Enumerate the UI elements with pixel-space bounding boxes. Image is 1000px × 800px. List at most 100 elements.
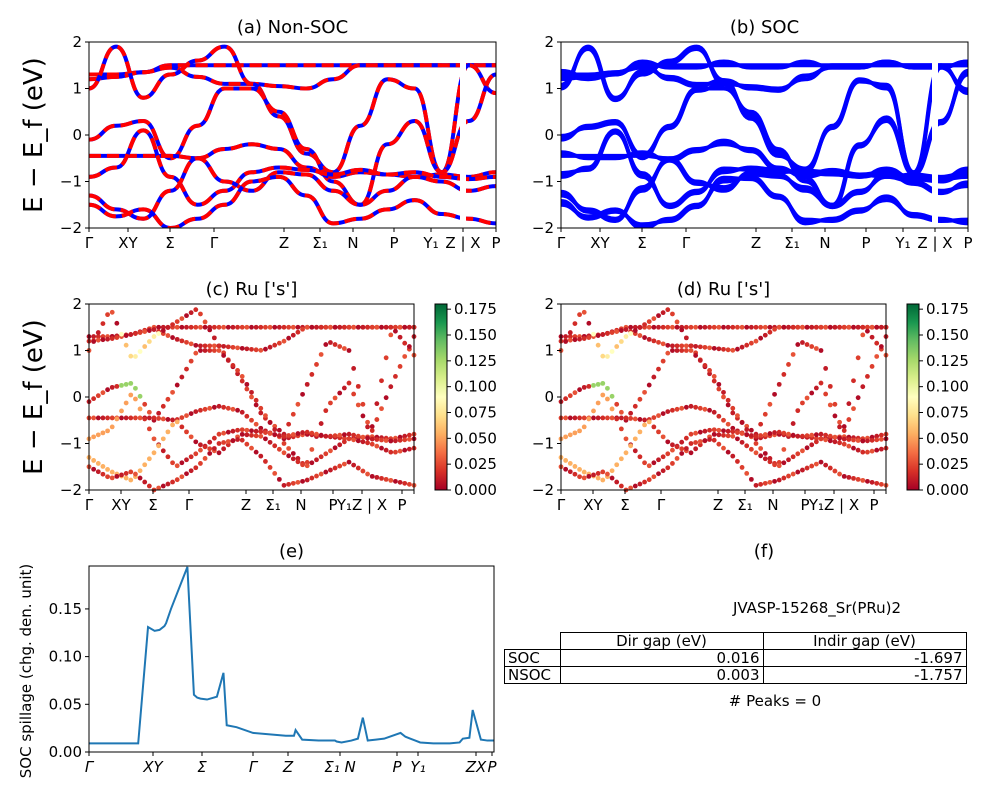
projection-dot xyxy=(263,413,268,418)
projection-dot xyxy=(346,459,352,465)
projection-dot xyxy=(328,448,333,454)
projection-dot xyxy=(762,332,768,338)
projection-dot xyxy=(346,380,352,386)
projection-dot xyxy=(323,342,329,347)
projection-dot xyxy=(618,339,624,344)
panel-b-ytick-label: 0 xyxy=(544,126,554,144)
panel-c-ylabel: E − E_f (eV) xyxy=(19,319,49,475)
projection-dot xyxy=(105,467,110,472)
projection-dot xyxy=(744,432,750,437)
projection-dot xyxy=(100,430,106,436)
projection-dot xyxy=(258,425,264,431)
projection-dot xyxy=(688,348,694,353)
projection-dot xyxy=(693,430,699,436)
projection-dot xyxy=(142,401,148,407)
projection-dot xyxy=(281,338,287,344)
projection-dot xyxy=(730,410,736,416)
panel-e-frame xyxy=(88,565,495,753)
projection-dot xyxy=(198,407,203,413)
projection-dot xyxy=(739,420,745,425)
band-line-nonsoc xyxy=(89,128,496,207)
projection-dot xyxy=(244,413,250,419)
projection-dot xyxy=(818,348,824,353)
projection-dot xyxy=(860,324,866,330)
projection-dot xyxy=(341,346,347,351)
projection-dot xyxy=(221,430,227,436)
projection-dot xyxy=(406,432,412,438)
projection-dot xyxy=(716,427,722,433)
projection-dot xyxy=(563,434,569,440)
projection-dot xyxy=(337,432,343,438)
projection-dot xyxy=(258,347,264,353)
band-line-nonsoc xyxy=(89,174,496,228)
projection-dot xyxy=(244,324,250,330)
projection-dot xyxy=(244,432,250,438)
projection-dot xyxy=(225,439,231,444)
projection-dot xyxy=(211,404,217,410)
projection-dot xyxy=(725,347,731,353)
projection-dot xyxy=(595,342,601,348)
projection-dot xyxy=(393,478,398,484)
projection-dot xyxy=(406,446,412,452)
projection-dot xyxy=(174,382,180,388)
colorbar-tick-label: 0.050 xyxy=(926,429,969,447)
projection-dot xyxy=(628,324,634,330)
spillage-line xyxy=(89,566,494,745)
projection-dot xyxy=(878,344,884,349)
projection-dot xyxy=(609,406,615,412)
projection-dot xyxy=(762,411,768,417)
projection-dot xyxy=(800,324,805,330)
projection-dot xyxy=(753,324,759,330)
projection-dot xyxy=(567,432,573,438)
projection-dot xyxy=(679,343,685,349)
projection-dot xyxy=(295,459,301,465)
colorbar-d xyxy=(906,303,920,491)
projection-dot xyxy=(304,381,310,387)
panel-a-ytick-label: 0 xyxy=(72,126,82,144)
projection-dot xyxy=(748,446,754,452)
projection-dot xyxy=(369,436,375,442)
projection-dot xyxy=(123,381,129,387)
panel-e-xtick-label: Γ xyxy=(249,758,259,776)
projection-dot xyxy=(198,447,203,453)
projection-dot xyxy=(114,335,120,340)
projection-dot xyxy=(637,325,643,330)
projection-dot xyxy=(753,450,759,456)
projection-dot xyxy=(711,378,717,384)
projection-dot xyxy=(855,447,861,453)
projection-dot xyxy=(369,428,375,433)
projection-dot xyxy=(239,378,245,384)
projection-dot xyxy=(730,425,736,431)
projection-dot xyxy=(137,393,143,399)
projection-dot xyxy=(304,460,310,465)
projection-dot xyxy=(207,446,213,452)
projection-dot xyxy=(249,432,254,438)
projection-dot xyxy=(276,476,282,482)
projection-dot xyxy=(216,348,222,353)
projection-dot xyxy=(95,469,101,475)
projection-dot xyxy=(360,468,366,474)
projection-dot xyxy=(721,324,726,330)
projection-dot xyxy=(351,462,357,468)
projection-dot xyxy=(605,331,610,336)
panel-d-xtick-label: N xyxy=(767,496,778,514)
projection-dot xyxy=(841,424,847,429)
projection-dot xyxy=(841,324,847,330)
projection-dot xyxy=(160,328,166,333)
projection-dot xyxy=(239,345,245,351)
projection-dot xyxy=(711,374,717,379)
projection-dot xyxy=(600,477,606,483)
projection-dot xyxy=(865,374,870,379)
projection-dot xyxy=(258,324,264,330)
projection-dot xyxy=(804,342,810,347)
projection-dot xyxy=(309,324,315,330)
projection-dot xyxy=(309,475,315,481)
projection-dot xyxy=(665,409,671,415)
projection-dot xyxy=(119,382,124,388)
panel-a-xtick-label: Σ xyxy=(165,234,174,252)
projection-dot xyxy=(623,334,629,339)
projection-dot xyxy=(188,411,194,417)
projection-dot xyxy=(374,324,380,330)
projection-dot xyxy=(388,477,394,483)
projection-dot xyxy=(628,416,634,421)
